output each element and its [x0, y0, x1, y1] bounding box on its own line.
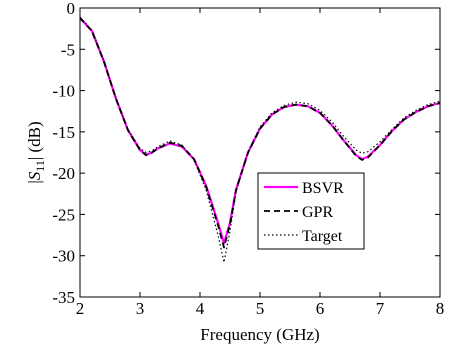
series-lines [79, 16, 441, 263]
x-tick-label: 6 [316, 299, 325, 318]
y-tick-label: -30 [52, 247, 75, 266]
x-tick-label: 4 [196, 299, 205, 318]
y-tick-label: -35 [52, 288, 75, 307]
y-tick-label: -25 [52, 205, 75, 224]
y-axis-title: |S11| (dB) [25, 121, 47, 183]
axis-tick-labels: 2 3 4 5 6 7 8 0 -5 -10 -15 -20 -25 -30 -35 [52, 0, 444, 318]
y-axis-title-var: S [25, 171, 44, 180]
legend-label-bsvr: BSVR [302, 180, 344, 197]
legend: BSVR GPR Target [257, 172, 365, 250]
x-tick-label: 5 [256, 299, 265, 318]
y-tick-label: -20 [52, 164, 75, 183]
x-tick-label: 8 [436, 299, 445, 318]
x-tick-label: 3 [136, 299, 145, 318]
y-axis-title-post: | (dB) [25, 121, 44, 160]
y-axis-title-sub: 11 [33, 160, 47, 172]
x-tick-label: 7 [376, 299, 385, 318]
y-axis-title-pre: | [25, 180, 44, 183]
axis-ticks [79, 7, 441, 298]
x-axis-title: Frequency (GHz) [200, 325, 319, 344]
y-tick-label: -5 [61, 40, 75, 59]
y-tick-label: -15 [52, 123, 75, 142]
y-tick-label: 0 [67, 0, 76, 18]
series-line-gpr [79, 17, 441, 249]
legend-label-target: Target [302, 228, 343, 245]
y-tick-label: -10 [52, 82, 75, 101]
legend-label-gpr: GPR [302, 204, 333, 221]
x-tick-label: 2 [76, 299, 85, 318]
